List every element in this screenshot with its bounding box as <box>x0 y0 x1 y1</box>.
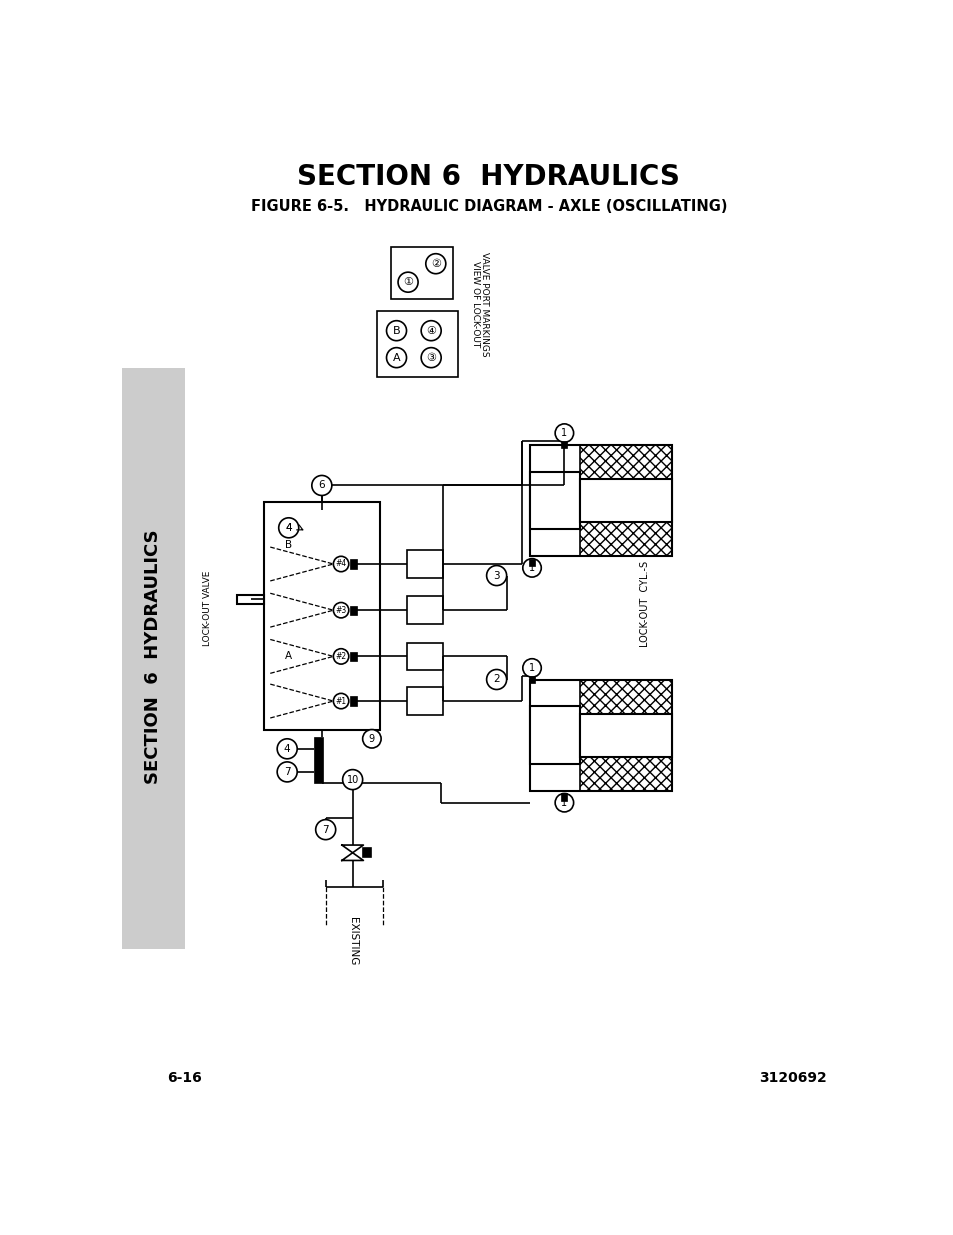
Circle shape <box>522 658 540 677</box>
Circle shape <box>333 648 349 664</box>
Circle shape <box>278 517 298 537</box>
Bar <box>529 706 579 764</box>
Circle shape <box>420 321 440 341</box>
Text: 6-16: 6-16 <box>167 1071 202 1084</box>
Text: 9: 9 <box>369 734 375 743</box>
Text: 7: 7 <box>284 767 291 777</box>
Text: LOCK-OUT  CYL.-S: LOCK-OUT CYL.-S <box>639 561 650 647</box>
Text: A: A <box>285 651 292 662</box>
Text: #4: #4 <box>335 559 346 568</box>
Bar <box>579 445 672 556</box>
Text: SECTION 6  HYDRAULICS: SECTION 6 HYDRAULICS <box>297 163 679 191</box>
Text: 1: 1 <box>560 798 567 808</box>
Text: A: A <box>393 353 400 363</box>
Bar <box>579 479 672 521</box>
Text: VIEW OF LOCK-OUT: VIEW OF LOCK-OUT <box>471 262 479 347</box>
Text: ②: ② <box>431 258 440 269</box>
Circle shape <box>386 347 406 368</box>
Text: ④: ④ <box>426 326 436 336</box>
Text: 3: 3 <box>493 571 499 580</box>
Bar <box>528 558 535 567</box>
Circle shape <box>425 253 445 274</box>
Text: 1: 1 <box>528 663 535 673</box>
Circle shape <box>386 321 406 341</box>
Text: B: B <box>393 326 400 336</box>
Bar <box>579 714 672 757</box>
Text: ③: ③ <box>426 353 436 363</box>
Bar <box>406 687 443 715</box>
Circle shape <box>486 566 506 585</box>
Circle shape <box>522 558 540 577</box>
Bar <box>349 559 356 568</box>
Text: 4: 4 <box>284 743 291 753</box>
Bar <box>529 472 579 530</box>
Text: B: B <box>285 540 292 550</box>
Text: #3: #3 <box>335 605 346 615</box>
Circle shape <box>277 739 297 758</box>
Text: 1: 1 <box>528 563 535 573</box>
Text: 4: 4 <box>285 522 292 532</box>
Text: 1: 1 <box>560 429 567 438</box>
Bar <box>376 311 457 377</box>
Bar <box>314 737 323 783</box>
Bar <box>264 503 379 730</box>
Text: 7: 7 <box>322 825 329 835</box>
Text: VALVE PORT MARKINGS: VALVE PORT MARKINGS <box>480 252 489 357</box>
Bar <box>406 642 443 671</box>
Circle shape <box>312 475 332 495</box>
Circle shape <box>555 793 573 811</box>
Circle shape <box>555 424 573 442</box>
Bar <box>406 597 443 624</box>
Circle shape <box>420 347 440 368</box>
Circle shape <box>397 272 417 293</box>
Text: 2: 2 <box>493 674 499 684</box>
Bar <box>560 793 567 802</box>
Text: #2: #2 <box>335 652 346 661</box>
Circle shape <box>486 669 506 689</box>
Bar <box>560 441 567 448</box>
Circle shape <box>277 762 297 782</box>
Text: EXISTING: EXISTING <box>347 918 357 966</box>
Text: 4: 4 <box>285 522 292 532</box>
Circle shape <box>333 693 349 709</box>
Circle shape <box>342 769 362 789</box>
Bar <box>349 697 356 705</box>
Circle shape <box>315 820 335 840</box>
Circle shape <box>333 556 349 572</box>
Text: LOCK-OUT VALVE: LOCK-OUT VALVE <box>203 571 213 646</box>
Text: FIGURE 6-5.   HYDRAULIC DIAGRAM - AXLE (OSCILLATING): FIGURE 6-5. HYDRAULIC DIAGRAM - AXLE (OS… <box>251 199 726 214</box>
Bar <box>349 652 356 661</box>
Text: 3120692: 3120692 <box>759 1071 826 1084</box>
Text: 6: 6 <box>318 480 325 490</box>
Bar <box>579 679 672 792</box>
Circle shape <box>333 603 349 618</box>
Bar <box>349 605 356 615</box>
Bar <box>363 848 371 857</box>
Bar <box>406 550 443 578</box>
Bar <box>529 679 672 792</box>
Text: ①: ① <box>403 277 413 288</box>
Bar <box>121 368 185 948</box>
Bar <box>391 247 453 299</box>
Bar <box>529 445 672 556</box>
Circle shape <box>362 730 381 748</box>
Text: SECTION  6  HYDRAULICS: SECTION 6 HYDRAULICS <box>144 529 162 784</box>
Bar <box>237 595 264 604</box>
Text: #1: #1 <box>335 697 346 705</box>
Text: 10: 10 <box>346 774 358 784</box>
Bar <box>528 676 535 683</box>
